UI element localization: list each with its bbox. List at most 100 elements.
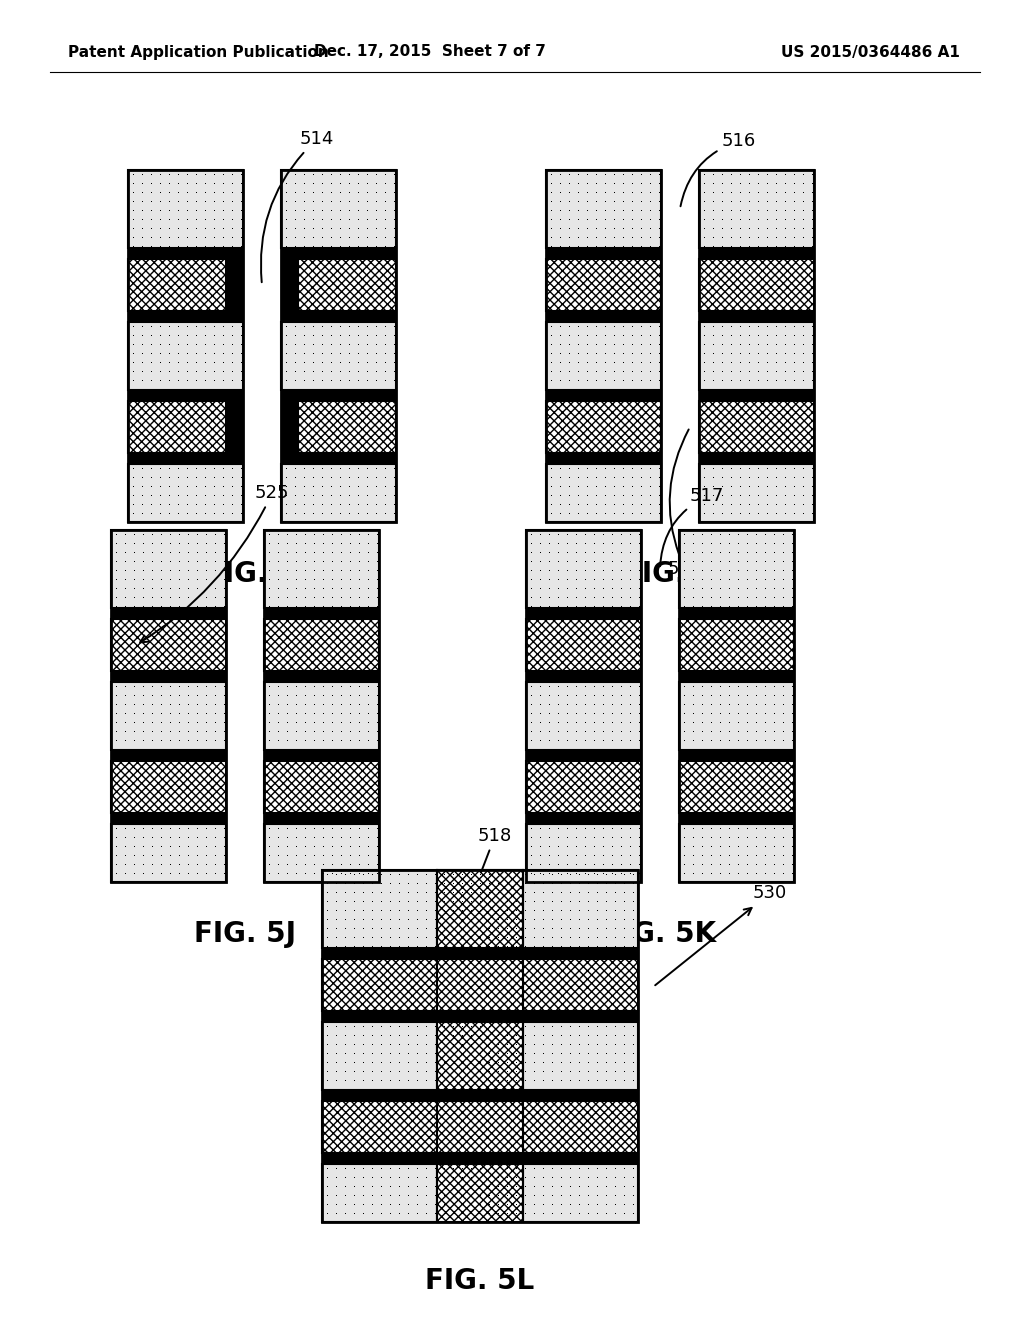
Bar — [111, 609, 226, 619]
Bar — [128, 401, 226, 453]
Bar — [699, 389, 814, 401]
Bar — [526, 750, 641, 762]
Text: US 2015/0364486 A1: US 2015/0364486 A1 — [781, 45, 961, 59]
Bar — [111, 671, 226, 682]
Bar — [322, 1090, 638, 1101]
Text: 525: 525 — [140, 484, 290, 643]
Bar — [679, 531, 794, 609]
Bar — [699, 401, 814, 453]
Bar — [322, 870, 638, 1222]
Text: FIG. 5J: FIG. 5J — [194, 920, 296, 948]
Bar — [281, 170, 396, 248]
Bar — [679, 671, 794, 682]
Bar — [699, 312, 814, 322]
Bar — [679, 619, 794, 671]
Bar — [281, 259, 298, 312]
Bar — [243, 170, 281, 521]
Text: FIG. 5K: FIG. 5K — [603, 920, 717, 948]
Bar — [322, 1101, 638, 1152]
Bar — [264, 531, 379, 609]
Bar — [264, 671, 379, 682]
Bar — [322, 1152, 638, 1164]
Text: 518: 518 — [478, 828, 512, 873]
Text: 515: 515 — [668, 429, 702, 578]
Bar — [281, 312, 396, 322]
Bar — [322, 1164, 638, 1222]
Bar — [226, 401, 243, 453]
Bar — [699, 465, 814, 521]
Bar — [322, 870, 638, 948]
Bar — [546, 248, 662, 259]
Bar — [281, 248, 396, 259]
Bar — [322, 948, 638, 960]
Bar — [526, 531, 641, 609]
Text: 530: 530 — [655, 884, 787, 985]
Bar — [298, 259, 396, 312]
Bar — [281, 170, 396, 521]
Bar — [264, 619, 379, 671]
Bar — [679, 762, 794, 813]
Bar — [264, 824, 379, 882]
Bar — [111, 531, 226, 882]
Bar — [699, 170, 814, 521]
Text: Patent Application Publication: Patent Application Publication — [68, 45, 329, 59]
Bar — [679, 531, 794, 882]
Text: FIG. 5L: FIG. 5L — [425, 1267, 535, 1295]
Bar — [322, 1022, 638, 1090]
Bar — [111, 531, 226, 609]
Text: Dec. 17, 2015  Sheet 7 of 7: Dec. 17, 2015 Sheet 7 of 7 — [314, 45, 546, 59]
Bar — [679, 824, 794, 882]
Bar — [546, 170, 662, 248]
Bar — [546, 170, 662, 521]
Bar — [546, 401, 662, 453]
Bar — [437, 1022, 523, 1090]
Bar — [128, 312, 243, 322]
Bar — [546, 389, 662, 401]
Bar — [699, 248, 814, 259]
Bar — [111, 682, 226, 750]
Bar — [264, 531, 379, 882]
Bar — [264, 762, 379, 813]
Text: 516: 516 — [681, 132, 757, 206]
Bar — [437, 870, 523, 948]
Bar — [111, 762, 226, 813]
Bar — [526, 813, 641, 824]
Bar — [128, 170, 243, 248]
Bar — [546, 312, 662, 322]
Bar — [526, 671, 641, 682]
Bar — [699, 322, 814, 389]
Bar — [128, 170, 243, 521]
Bar — [526, 609, 641, 619]
Bar — [111, 750, 226, 762]
Bar — [546, 453, 662, 465]
Bar — [322, 1011, 638, 1022]
Bar — [111, 824, 226, 882]
Bar — [437, 1164, 523, 1222]
Bar — [281, 401, 298, 453]
Bar — [111, 813, 226, 824]
Bar — [264, 682, 379, 750]
Bar — [679, 750, 794, 762]
Bar — [264, 750, 379, 762]
Text: FIG. 5G: FIG. 5G — [205, 560, 319, 587]
Bar — [281, 389, 396, 401]
Bar — [546, 259, 662, 312]
Bar — [526, 531, 641, 882]
Bar — [546, 322, 662, 389]
Bar — [128, 322, 243, 389]
Bar — [526, 682, 641, 750]
Bar — [322, 960, 638, 1011]
Bar — [679, 609, 794, 619]
Bar — [526, 824, 641, 882]
Bar — [281, 453, 396, 465]
Bar — [264, 609, 379, 619]
Bar — [226, 259, 243, 312]
Bar — [679, 682, 794, 750]
Bar — [679, 813, 794, 824]
Text: 514: 514 — [261, 129, 335, 282]
Bar — [526, 762, 641, 813]
Bar — [699, 259, 814, 312]
Bar — [546, 465, 662, 521]
Bar — [526, 619, 641, 671]
Bar — [111, 619, 226, 671]
